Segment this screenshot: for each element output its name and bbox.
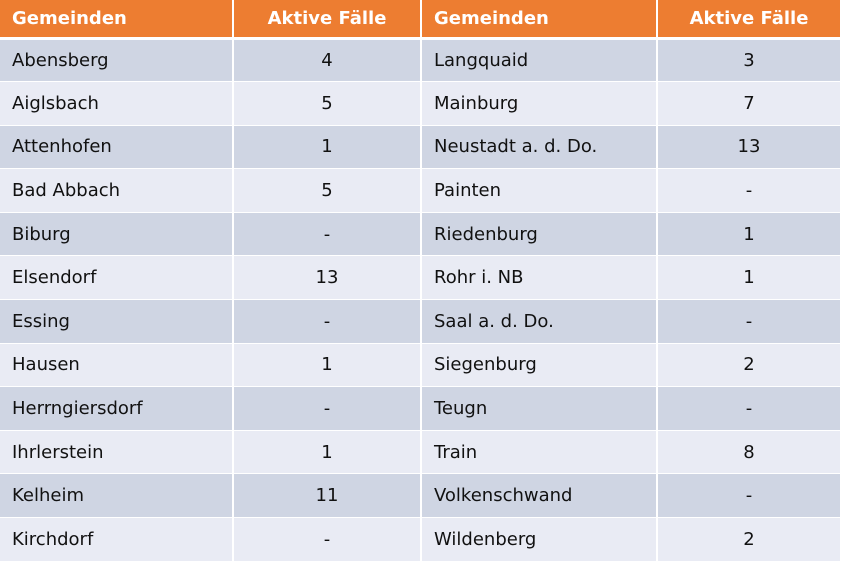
municipality-right-cell: Mainburg (421, 81, 658, 126)
municipality-left-cell: Herrngiersdorf (0, 386, 234, 431)
active-cases-left-cell: 1 (233, 125, 422, 170)
municipality-left-cell: Hausen (0, 343, 234, 388)
table-row: Herrngiersdorf - Teugn - (0, 386, 841, 431)
table-row: Essing - Saal a. d. Do. - (0, 299, 841, 344)
table-row: Kelheim 11 Volkenschwand - (0, 473, 841, 519)
municipality-right-cell: Rohr i. NB (421, 255, 658, 301)
active-cases-right-cell: - (657, 473, 841, 519)
active-cases-left-cell: 11 (233, 473, 422, 519)
municipality-right-cell: Teugn (421, 386, 658, 431)
active-cases-right-cell: 7 (657, 81, 841, 126)
municipality-left-cell: Abensberg (0, 38, 234, 83)
table-row: Elsendorf 13 Rohr i. NB 1 (0, 255, 841, 301)
municipality-right-cell: Train (421, 430, 658, 475)
header-row: Gemeinden Aktive Fälle Gemeinden Aktive … (0, 0, 841, 40)
municipality-right-cell: Langquaid (421, 38, 658, 83)
municipality-right-cell: Neustadt a. d. Do. (421, 125, 658, 170)
active-cases-right-cell: 1 (657, 212, 841, 257)
table-row: Bad Abbach 5 Painten - (0, 168, 841, 213)
table-row: Biburg - Riedenburg 1 (0, 212, 841, 257)
table-row: Hausen 1 Siegenburg 2 (0, 343, 841, 388)
table-row: Kirchdorf - Wildenberg 2 (0, 517, 841, 562)
municipality-left-cell: Attenhofen (0, 125, 234, 170)
active-cases-left-cell: 5 (233, 168, 422, 213)
municipality-left-cell: Bad Abbach (0, 168, 234, 213)
header-municipality-right: Gemeinden (421, 0, 658, 40)
table-row: Ihrlerstein 1 Train 8 (0, 430, 841, 475)
active-cases-left-cell: - (233, 517, 422, 562)
active-cases-right-cell: 13 (657, 125, 841, 170)
municipality-left-cell: Kelheim (0, 473, 234, 519)
table-row: Aiglsbach 5 Mainburg 7 (0, 81, 841, 126)
active-cases-left-cell: 4 (233, 38, 422, 83)
active-cases-left-cell: 1 (233, 430, 422, 475)
municipality-left-cell: Ihrlerstein (0, 430, 234, 475)
active-cases-right-cell: 2 (657, 517, 841, 562)
municipality-left-cell: Aiglsbach (0, 81, 234, 126)
municipality-left-cell: Elsendorf (0, 255, 234, 301)
active-cases-right-cell: 1 (657, 255, 841, 301)
header-active-cases-right: Aktive Fälle (657, 0, 841, 40)
active-cases-right-cell: 2 (657, 343, 841, 388)
active-cases-right-cell: - (657, 386, 841, 431)
active-cases-right-cell: - (657, 299, 841, 344)
active-cases-left-cell: 5 (233, 81, 422, 126)
active-cases-left-cell: 1 (233, 343, 422, 388)
municipality-right-cell: Riedenburg (421, 212, 658, 257)
header-active-cases-left: Aktive Fälle (233, 0, 422, 40)
active-cases-left-cell: - (233, 299, 422, 344)
active-cases-right-cell: 3 (657, 38, 841, 83)
municipality-right-cell: Wildenberg (421, 517, 658, 562)
municipality-left-cell: Essing (0, 299, 234, 344)
active-cases-left-cell: - (233, 212, 422, 257)
municipality-right-cell: Saal a. d. Do. (421, 299, 658, 344)
municipality-right-cell: Painten (421, 168, 658, 213)
header-municipality-left: Gemeinden (0, 0, 234, 40)
active-cases-left-cell: 13 (233, 255, 422, 301)
municipality-right-cell: Siegenburg (421, 343, 658, 388)
table-row: Attenhofen 1 Neustadt a. d. Do. 13 (0, 125, 841, 170)
table-row: Abensberg 4 Langquaid 3 (0, 38, 841, 83)
municipality-left-cell: Kirchdorf (0, 517, 234, 562)
municipality-left-cell: Biburg (0, 212, 234, 257)
active-cases-right-cell: 8 (657, 430, 841, 475)
municipality-right-cell: Volkenschwand (421, 473, 658, 519)
active-cases-right-cell: - (657, 168, 841, 213)
active-cases-left-cell: - (233, 386, 422, 431)
